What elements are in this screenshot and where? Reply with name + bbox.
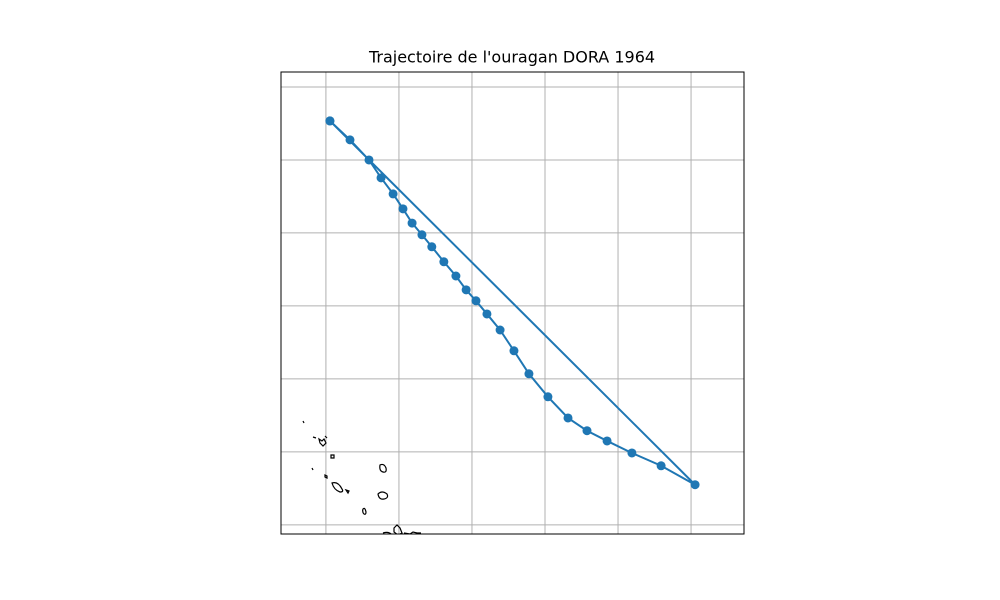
track-point — [482, 309, 492, 319]
track-point — [602, 436, 612, 446]
track-point — [656, 461, 666, 471]
track-point — [563, 413, 573, 423]
coastlines — [302, 420, 421, 534]
track-point — [509, 346, 519, 356]
track-point — [461, 285, 471, 295]
track-point — [417, 230, 427, 240]
track-point — [407, 218, 417, 228]
track-point — [627, 448, 637, 458]
track-point — [439, 257, 449, 267]
grid — [281, 72, 744, 534]
track-point — [398, 204, 408, 214]
track-point — [495, 325, 505, 335]
track-point — [582, 426, 592, 436]
track-point — [427, 242, 437, 252]
track-point — [690, 480, 700, 490]
plot-area — [325, 116, 700, 490]
track-point — [543, 392, 553, 402]
track-point — [364, 155, 374, 165]
track-point — [325, 116, 335, 126]
track-point — [471, 296, 481, 306]
track-point — [524, 369, 534, 379]
track-point — [388, 189, 398, 199]
track-point — [376, 173, 386, 183]
chart-title: Trajectoire de l'ouragan DORA 1964 — [368, 48, 655, 67]
track-point — [345, 135, 355, 145]
axes-frame — [280, 71, 745, 535]
track-point — [451, 271, 461, 281]
